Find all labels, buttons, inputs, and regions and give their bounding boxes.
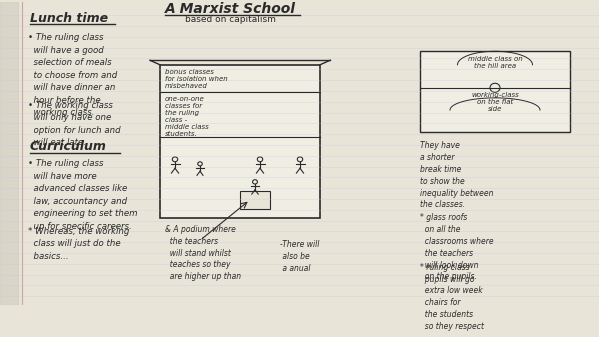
Text: A Marxist School: A Marxist School xyxy=(165,2,295,16)
Text: bonus classes
for isolation when
misbehaved: bonus classes for isolation when misbeha… xyxy=(165,69,228,89)
Bar xyxy=(420,51,570,132)
Text: Curriculum: Curriculum xyxy=(30,140,107,153)
Text: * Whereas, the working
  class will just do the
  basics...: * Whereas, the working class will just d… xyxy=(28,227,129,261)
Text: -There will
 also be
 a anual: -There will also be a anual xyxy=(280,240,319,273)
Text: working-class
on the flat
side: working-class on the flat side xyxy=(471,92,519,112)
Polygon shape xyxy=(0,2,18,305)
Text: • The ruling class
  will have more
  advanced classes like
  law, accountancy a: • The ruling class will have more advanc… xyxy=(28,159,138,231)
Bar xyxy=(240,191,270,209)
Bar xyxy=(160,65,320,218)
Text: based on capitalism: based on capitalism xyxy=(184,14,276,24)
Text: middle class on
the hill area: middle class on the hill area xyxy=(468,56,522,69)
Text: * ruling class
  pupils will go
  extra low week
  chairs for
  the students
  s: * ruling class pupils will go extra low … xyxy=(420,263,484,331)
Text: They have
a shorter
break time
to show the
inequality between
the classes.: They have a shorter break time to show t… xyxy=(420,141,494,209)
Text: * glass roofs
  on all the
  classrooms where
  the teachers
  will look down
  : * glass roofs on all the classrooms wher… xyxy=(420,213,494,281)
Text: • The ruling class
  will have a good
  selection of meals
  to choose from and
: • The ruling class will have a good sele… xyxy=(28,33,117,117)
Text: Lunch time: Lunch time xyxy=(30,11,108,25)
Text: one-on-one
classes for
the ruling
class -
middle class
students.: one-on-one classes for the ruling class … xyxy=(165,96,208,137)
Text: & A podium where
  the teachers
  will stand whilst
  teaches so they
  are high: & A podium where the teachers will stand… xyxy=(165,225,241,281)
Text: • The working class
  will only have one
  option for lunch and
  will eat late.: • The working class will only have one o… xyxy=(28,101,120,147)
